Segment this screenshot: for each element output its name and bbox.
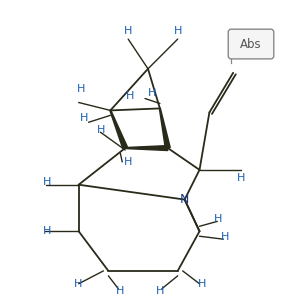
Text: Abs: Abs: [240, 37, 262, 51]
Text: H: H: [156, 286, 164, 296]
Polygon shape: [125, 146, 168, 150]
Text: N: N: [180, 193, 189, 206]
Text: H: H: [237, 173, 245, 183]
Text: H: H: [221, 232, 230, 242]
Text: H: H: [148, 87, 156, 98]
Text: H: H: [124, 157, 132, 167]
Text: H: H: [42, 177, 51, 187]
Polygon shape: [110, 110, 127, 149]
Text: H: H: [77, 84, 86, 94]
Text: H: H: [126, 91, 134, 101]
Text: H: H: [214, 214, 223, 224]
Text: H: H: [97, 125, 105, 135]
Text: H: H: [198, 279, 206, 289]
Text: H: H: [42, 226, 51, 236]
Text: H: H: [116, 286, 124, 296]
Polygon shape: [159, 108, 170, 149]
FancyBboxPatch shape: [228, 29, 274, 59]
Text: H: H: [80, 113, 88, 123]
Text: H: H: [173, 26, 182, 36]
Text: H: H: [124, 26, 132, 36]
Text: H: H: [74, 279, 83, 289]
